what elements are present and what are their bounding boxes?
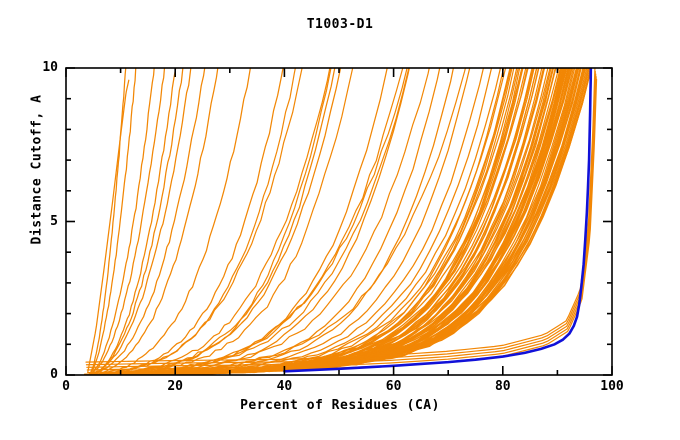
x-tick-label: 80 xyxy=(494,379,511,394)
y-tick-label: 0 xyxy=(50,367,58,382)
chart-title: T1003-D1 xyxy=(306,17,374,32)
x-tick-label: 100 xyxy=(600,379,624,394)
x-tick-label: 0 xyxy=(62,379,70,394)
highlight-curve-group xyxy=(283,68,593,373)
x-tick-label: 60 xyxy=(385,379,402,394)
x-axis-label: Percent of Residues (CA) xyxy=(240,398,440,413)
x-tick-label: 20 xyxy=(167,379,184,394)
axis-ticks xyxy=(65,67,613,376)
axes-group xyxy=(65,67,613,376)
y-tick-label: 10 xyxy=(42,60,58,75)
x-tick-label: 40 xyxy=(276,379,293,394)
y-tick-label: 5 xyxy=(50,213,58,229)
